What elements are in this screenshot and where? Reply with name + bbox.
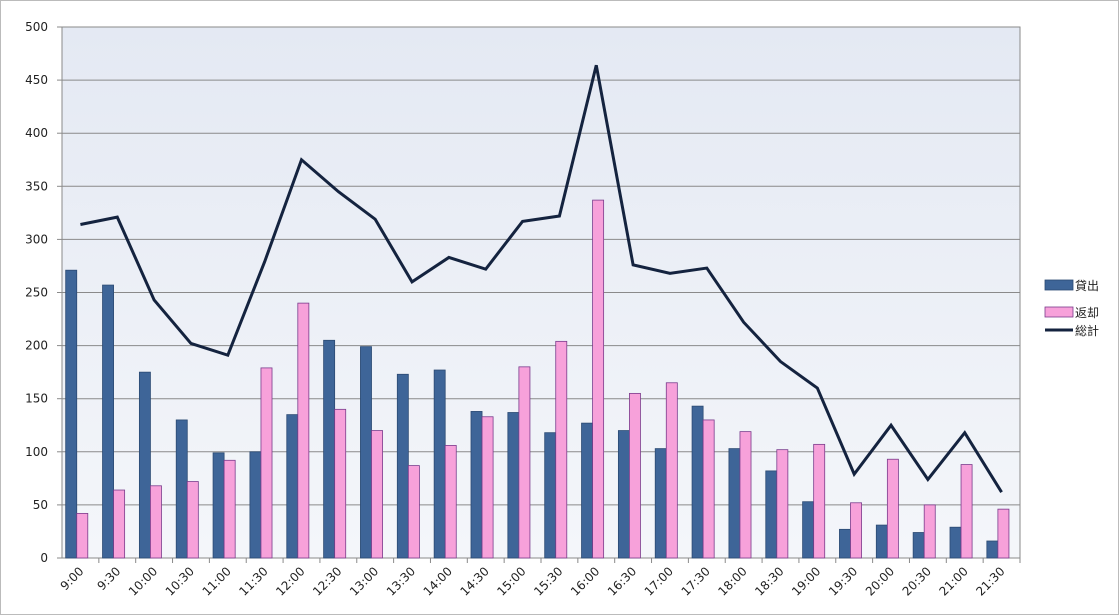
- bar: [297, 302, 310, 559]
- y-tick-label: 150: [25, 392, 48, 406]
- bar: [507, 412, 520, 559]
- bar: [175, 419, 188, 559]
- bar: [617, 430, 630, 559]
- bar: [592, 199, 605, 559]
- bar: [997, 508, 1010, 559]
- bar: [776, 449, 789, 559]
- bar: [813, 443, 826, 559]
- legend-swatch: [1044, 279, 1074, 291]
- bar: [986, 540, 999, 559]
- bar: [76, 512, 89, 559]
- bar: [949, 526, 962, 559]
- bar: [334, 408, 347, 559]
- bar: [260, 367, 273, 559]
- y-tick-label: 0: [40, 551, 48, 565]
- bar: [433, 369, 446, 559]
- bar: [960, 464, 973, 559]
- y-tick-label: 300: [25, 232, 48, 246]
- y-tick-label: 400: [25, 126, 48, 140]
- bar: [518, 366, 531, 559]
- bar: [407, 465, 420, 559]
- bar: [138, 371, 151, 559]
- bar: [665, 382, 678, 559]
- bar: [739, 431, 752, 559]
- bar: [360, 346, 372, 559]
- bar: [65, 269, 78, 559]
- legend-label: 貸出: [1075, 278, 1099, 293]
- bar: [371, 430, 383, 559]
- y-tick-label: 200: [25, 339, 48, 353]
- y-tick-label: 50: [33, 498, 48, 512]
- y-tick-label: 450: [25, 73, 48, 87]
- bar: [728, 448, 741, 559]
- bar: [850, 502, 862, 559]
- bar: [249, 451, 262, 559]
- bar: [186, 481, 199, 559]
- y-tick-label: 350: [25, 179, 48, 193]
- bar: [886, 458, 899, 559]
- bar: [444, 445, 457, 559]
- y-tick-label: 100: [25, 445, 48, 459]
- bar: [765, 470, 778, 559]
- bar: [481, 416, 494, 559]
- bar: [802, 501, 815, 559]
- bar: [396, 373, 409, 559]
- bar: [581, 422, 593, 559]
- bar: [702, 419, 715, 559]
- bar: [654, 448, 667, 559]
- bar: [875, 524, 888, 559]
- bar: [113, 489, 126, 559]
- bar: [923, 504, 936, 559]
- line: [80, 64, 1003, 493]
- bar: [212, 452, 225, 559]
- bar: [629, 392, 641, 559]
- y-tick-label: 250: [25, 286, 48, 300]
- bar: [223, 459, 236, 559]
- bar: [912, 532, 925, 559]
- bar: [470, 411, 483, 559]
- legend-swatch: [1044, 306, 1074, 318]
- bar: [323, 339, 336, 559]
- bar: [102, 284, 114, 559]
- y-tick-label: 500: [25, 20, 48, 34]
- bar: [544, 432, 557, 559]
- bar: [150, 485, 162, 559]
- legend-label: 総計: [1075, 323, 1099, 338]
- legend-label: 返却: [1075, 306, 1099, 320]
- bar: [839, 528, 851, 559]
- bar: [555, 340, 568, 559]
- bar: [286, 414, 299, 559]
- bar: [691, 405, 704, 559]
